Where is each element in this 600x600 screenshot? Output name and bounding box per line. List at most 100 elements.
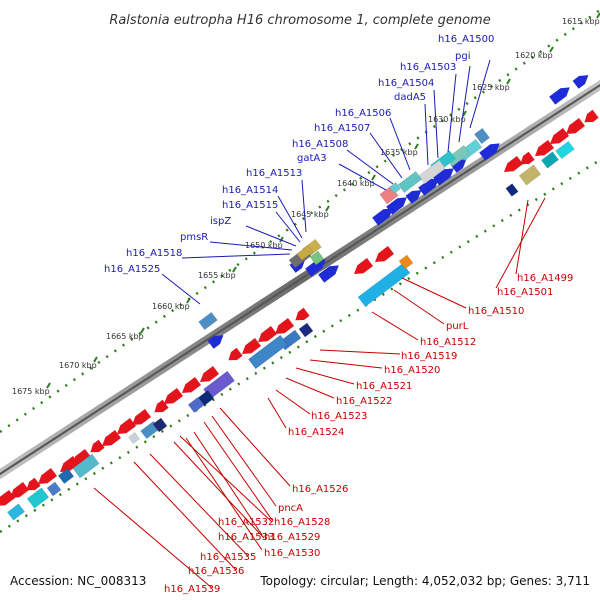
bottom-gene-label: h16_A1535 — [200, 552, 256, 563]
forward-gene-arrow — [405, 190, 422, 204]
bottom-leader-line — [179, 435, 273, 523]
feature-block — [357, 263, 411, 307]
bottom-gene-label: pncA — [278, 503, 303, 514]
gene-labels: h16_A1500pgih16_A1503h16_A1504dadA5h16_A… — [104, 34, 573, 595]
label-leader-lines — [93, 59, 546, 589]
top-gene-label: h16_A1504 — [378, 78, 434, 89]
backbone-core — [0, 84, 600, 476]
top-leader-line — [245, 225, 297, 247]
feature-block — [398, 254, 414, 270]
top-leader-line — [433, 89, 439, 159]
kbp-tick — [371, 174, 376, 181]
kbp-label: 1650 kbp — [245, 241, 283, 250]
kbp-tick — [186, 297, 191, 304]
bottom-leader-line — [309, 359, 383, 369]
bottom-gene-label: h16_A1524 — [288, 427, 344, 438]
bottom-leader-line — [211, 415, 277, 507]
bottom-gene-label: h16_A1523 — [311, 411, 367, 422]
top-gene-label: h16_A1514 — [222, 185, 278, 196]
bottom-leader-line — [285, 377, 335, 399]
feature-block — [26, 487, 50, 509]
reverse-gene-arrow — [200, 365, 219, 383]
top-leader-line — [161, 273, 201, 305]
accession-text: Accession: NC_008313 — [10, 574, 147, 588]
bottom-leader-line — [371, 311, 419, 341]
bottom-leader-line — [401, 277, 467, 309]
bottom-leader-line — [185, 437, 263, 551]
reverse-gene-arrow — [228, 347, 243, 361]
gene-features — [0, 75, 599, 521]
forward-gene-arrow — [572, 75, 589, 89]
kbp-tick — [140, 327, 145, 334]
feature-block — [555, 140, 575, 160]
reverse-gene-arrow — [242, 337, 261, 355]
top-leader-line — [301, 179, 307, 233]
bottom-gene-label: h16_A1522 — [336, 396, 392, 407]
feature-block — [72, 453, 100, 479]
reverse-gene-arrow — [132, 408, 151, 426]
forward-gene-arrow — [318, 265, 339, 283]
bottom-leader-line — [393, 289, 445, 325]
forward-gene-arrow — [418, 178, 439, 196]
reverse-gene-arrow — [154, 399, 169, 413]
reverse-gene-arrow — [102, 429, 121, 447]
reverse-gene-arrow — [520, 151, 535, 165]
reverse-gene-arrow — [275, 317, 294, 335]
reverse-gene-arrow — [354, 257, 373, 275]
bottom-leader-line — [149, 453, 249, 557]
top-gene-label: h16_A1518 — [126, 248, 182, 259]
feature-block — [128, 432, 140, 444]
bottom-leader-line — [203, 421, 273, 521]
top-gene-label: pgi — [455, 51, 470, 62]
bottom-gene-label: h16_A1520 — [384, 365, 440, 376]
bottom-gene-label: h16_A1530 — [264, 548, 320, 559]
top-leader-line — [458, 65, 471, 143]
bottom-leader-line — [93, 487, 213, 589]
feature-block — [198, 311, 218, 331]
feature-block — [505, 183, 519, 197]
feature-block — [57, 468, 75, 484]
top-gene-label: h16_A1506 — [335, 108, 391, 119]
feature-block — [474, 127, 490, 145]
top-gene-label: h16_A1500 — [438, 34, 494, 45]
bottom-leader-line — [319, 349, 401, 355]
top-leader-line — [275, 211, 301, 243]
feature-block — [152, 417, 168, 433]
kbp-label: 1670 kbp — [59, 361, 97, 370]
feature-block — [389, 182, 401, 194]
top-leader-line — [389, 117, 411, 171]
bottom-gene-label: h16_A1499 — [517, 273, 573, 284]
kbp-tick — [414, 143, 419, 150]
feature-block — [518, 164, 542, 186]
top-leader-line — [346, 149, 394, 185]
top-leader-line — [338, 163, 387, 191]
bottom-gene-label: h16_A1528 — [274, 517, 330, 528]
feature-block — [418, 159, 446, 185]
forward-gene-arrow — [433, 168, 454, 186]
reverse-gene-arrow — [584, 109, 599, 123]
feature-block — [541, 151, 559, 169]
forward-gene-arrow — [549, 87, 570, 105]
top-gene-label: gatA3 — [297, 153, 327, 164]
bottom-leader-line — [495, 197, 546, 289]
bottom-gene-label: purL — [446, 321, 469, 332]
bottom-leader-line — [515, 199, 529, 275]
reverse-gene-arrow — [117, 417, 136, 435]
bottom-gene-label: h16_A1510 — [468, 306, 524, 317]
top-gene-label: h16_A1525 — [104, 264, 160, 275]
bottom-gene-label: h16_A1526 — [292, 484, 348, 495]
forward-gene-arrow — [372, 208, 393, 226]
bottom-leader-line — [275, 389, 311, 415]
top-gene-label: dadA5 — [394, 92, 426, 103]
top-gene-label: h16_A1515 — [222, 200, 278, 211]
bottom-gene-label: h16_A1501 — [497, 287, 553, 298]
kbp-tick-track: 1615 kbp 1620 kbp 1625 kbp 1630 kbp 1635 kbp… — [0, 8, 600, 534]
bottom-gene-label: h16_A1521 — [356, 381, 412, 392]
top-leader-line — [447, 73, 457, 153]
map-title: Ralstonia eutropha H16 chromosome 1, com… — [109, 13, 490, 28]
kbp-tick — [93, 356, 98, 363]
bottom-leader-line — [267, 397, 287, 429]
topology-summary-text: Topology: circular; Length: 4,052,032 bp… — [260, 574, 590, 588]
bottom-gene-label: h16_A1512 — [420, 337, 476, 348]
